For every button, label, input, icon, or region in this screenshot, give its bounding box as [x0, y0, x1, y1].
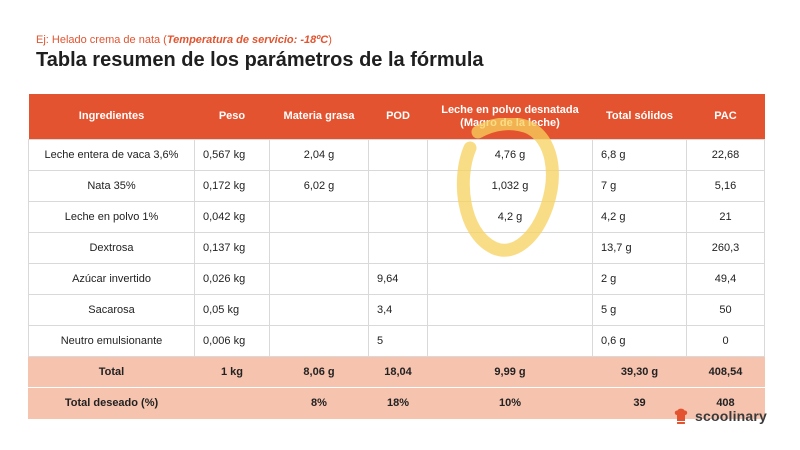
desired-pod: 18%	[368, 387, 428, 419]
total-pod: 18,04	[368, 356, 428, 388]
cell-pac: 49,4	[686, 263, 765, 295]
cell-peso: 0,026 kg	[194, 263, 270, 295]
cell-pod	[368, 201, 428, 233]
table-row: Leche en polvo 1% 0,042 kg 4,2 g 4,2 g 2…	[28, 201, 765, 233]
formula-table: Ingredientes Peso Materia grasa POD Lech…	[28, 94, 765, 419]
cell-ingredient: Sacarosa	[28, 294, 195, 326]
cell-materia-grasa	[269, 294, 369, 326]
cell-total-solidos: 6,8 g	[592, 139, 687, 171]
table-row: Dextrosa 0,137 kg 13,7 g 260,3	[28, 232, 765, 264]
header-ingredientes: Ingredientes	[28, 94, 195, 140]
desired-leche-en-polvo: 10%	[427, 387, 593, 419]
table-row: Azúcar invertido 0,026 kg 9,64 2 g 49,4	[28, 263, 765, 295]
cell-leche-en-polvo: 1,032 g	[427, 170, 593, 202]
header-pac: PAC	[686, 94, 765, 140]
cell-leche-en-polvo	[427, 263, 593, 295]
desired-label: Total deseado (%)	[28, 387, 195, 419]
cell-leche-en-polvo: 4,76 g	[427, 139, 593, 171]
chef-hat-icon	[674, 408, 688, 424]
brand-name: scoolinary	[695, 408, 768, 424]
cell-peso: 0,006 kg	[194, 325, 270, 357]
cell-peso: 0,05 kg	[194, 294, 270, 326]
brand-logo: scoolinary	[672, 407, 767, 425]
total-materia-grasa: 8,06 g	[269, 356, 369, 388]
cell-pac: 21	[686, 201, 765, 233]
cell-total-solidos: 0,6 g	[592, 325, 687, 357]
table-row: Leche entera de vaca 3,6% 0,567 kg 2,04 …	[28, 139, 765, 171]
table-row: Nata 35% 0,172 kg 6,02 g 1,032 g 7 g 5,1…	[28, 170, 765, 202]
cell-peso: 0,042 kg	[194, 201, 270, 233]
cell-pac: 22,68	[686, 139, 765, 171]
cell-leche-en-polvo	[427, 325, 593, 357]
header-materia-grasa: Materia grasa	[269, 94, 369, 140]
header-total-solidos: Total sólidos	[592, 94, 687, 140]
cell-pod	[368, 139, 428, 171]
cell-pod: 9,64	[368, 263, 428, 295]
cell-total-solidos: 7 g	[592, 170, 687, 202]
cell-ingredient: Leche en polvo 1%	[28, 201, 195, 233]
cell-total-solidos: 4,2 g	[592, 201, 687, 233]
desired-materia-grasa: 8%	[269, 387, 369, 419]
desired-row: Total deseado (%) 8% 18% 10% 39 408	[28, 387, 765, 419]
cell-peso: 0,567 kg	[194, 139, 270, 171]
subtitle-prefix: Ej: Helado crema de nata (	[36, 34, 167, 46]
cell-total-solidos: 2 g	[592, 263, 687, 295]
total-row: Total 1 kg 8,06 g 18,04 9,99 g 39,30 g 4…	[28, 356, 765, 388]
cell-peso: 0,137 kg	[194, 232, 270, 264]
cell-leche-en-polvo	[427, 232, 593, 264]
subtitle-suffix: )	[328, 34, 332, 46]
cell-pac: 0	[686, 325, 765, 357]
cell-ingredient: Dextrosa	[28, 232, 195, 264]
cell-leche-en-polvo	[427, 294, 593, 326]
page-title: Tabla resumen de los parámetros de la fó…	[36, 49, 484, 71]
total-peso: 1 kg	[194, 356, 270, 388]
cell-materia-grasa: 2,04 g	[269, 139, 369, 171]
cell-total-solidos: 13,7 g	[592, 232, 687, 264]
table-header-row: Ingredientes Peso Materia grasa POD Lech…	[28, 94, 765, 140]
header-pod: POD	[368, 94, 428, 140]
cell-materia-grasa	[269, 201, 369, 233]
cell-materia-grasa	[269, 263, 369, 295]
cell-ingredient: Azúcar invertido	[28, 263, 195, 295]
cell-ingredient: Neutro emulsionante	[28, 325, 195, 357]
cell-pod: 3,4	[368, 294, 428, 326]
cell-materia-grasa	[269, 232, 369, 264]
desired-pac: 408	[686, 387, 765, 419]
cell-leche-en-polvo: 4,2 g	[427, 201, 593, 233]
subtitle-emphasis: Temperatura de servicio: -18ºC	[166, 34, 329, 46]
cell-pod: 5	[368, 325, 428, 357]
cell-pac: 260,3	[686, 232, 765, 264]
cell-pac: 50	[686, 294, 765, 326]
cell-total-solidos: 5 g	[592, 294, 687, 326]
cell-pod	[368, 232, 428, 264]
desired-solidos: 39	[592, 387, 687, 419]
cell-pod	[368, 170, 428, 202]
cell-materia-grasa	[269, 325, 369, 357]
cell-ingredient: Nata 35%	[28, 170, 195, 202]
cell-materia-grasa: 6,02 g	[269, 170, 369, 202]
desired-peso	[194, 387, 270, 419]
cell-peso: 0,172 kg	[194, 170, 270, 202]
total-label: Total	[28, 356, 195, 388]
total-solidos: 39,30 g	[592, 356, 687, 388]
cell-pac: 5,16	[686, 170, 765, 202]
header-leche-en-polvo: Leche en polvo desnatada (Magro de la le…	[427, 94, 593, 140]
recipe-subtitle: Ej: Helado crema de nata (Temperatura de…	[36, 34, 332, 46]
header-peso: Peso	[194, 94, 270, 140]
cell-ingredient: Leche entera de vaca 3,6%	[28, 139, 195, 171]
total-pac: 408,54	[686, 356, 765, 388]
table-row: Sacarosa 0,05 kg 3,4 5 g 50	[28, 294, 765, 326]
table-row: Neutro emulsionante 0,006 kg 5 0,6 g 0	[28, 325, 765, 357]
total-leche-en-polvo: 9,99 g	[427, 356, 593, 388]
